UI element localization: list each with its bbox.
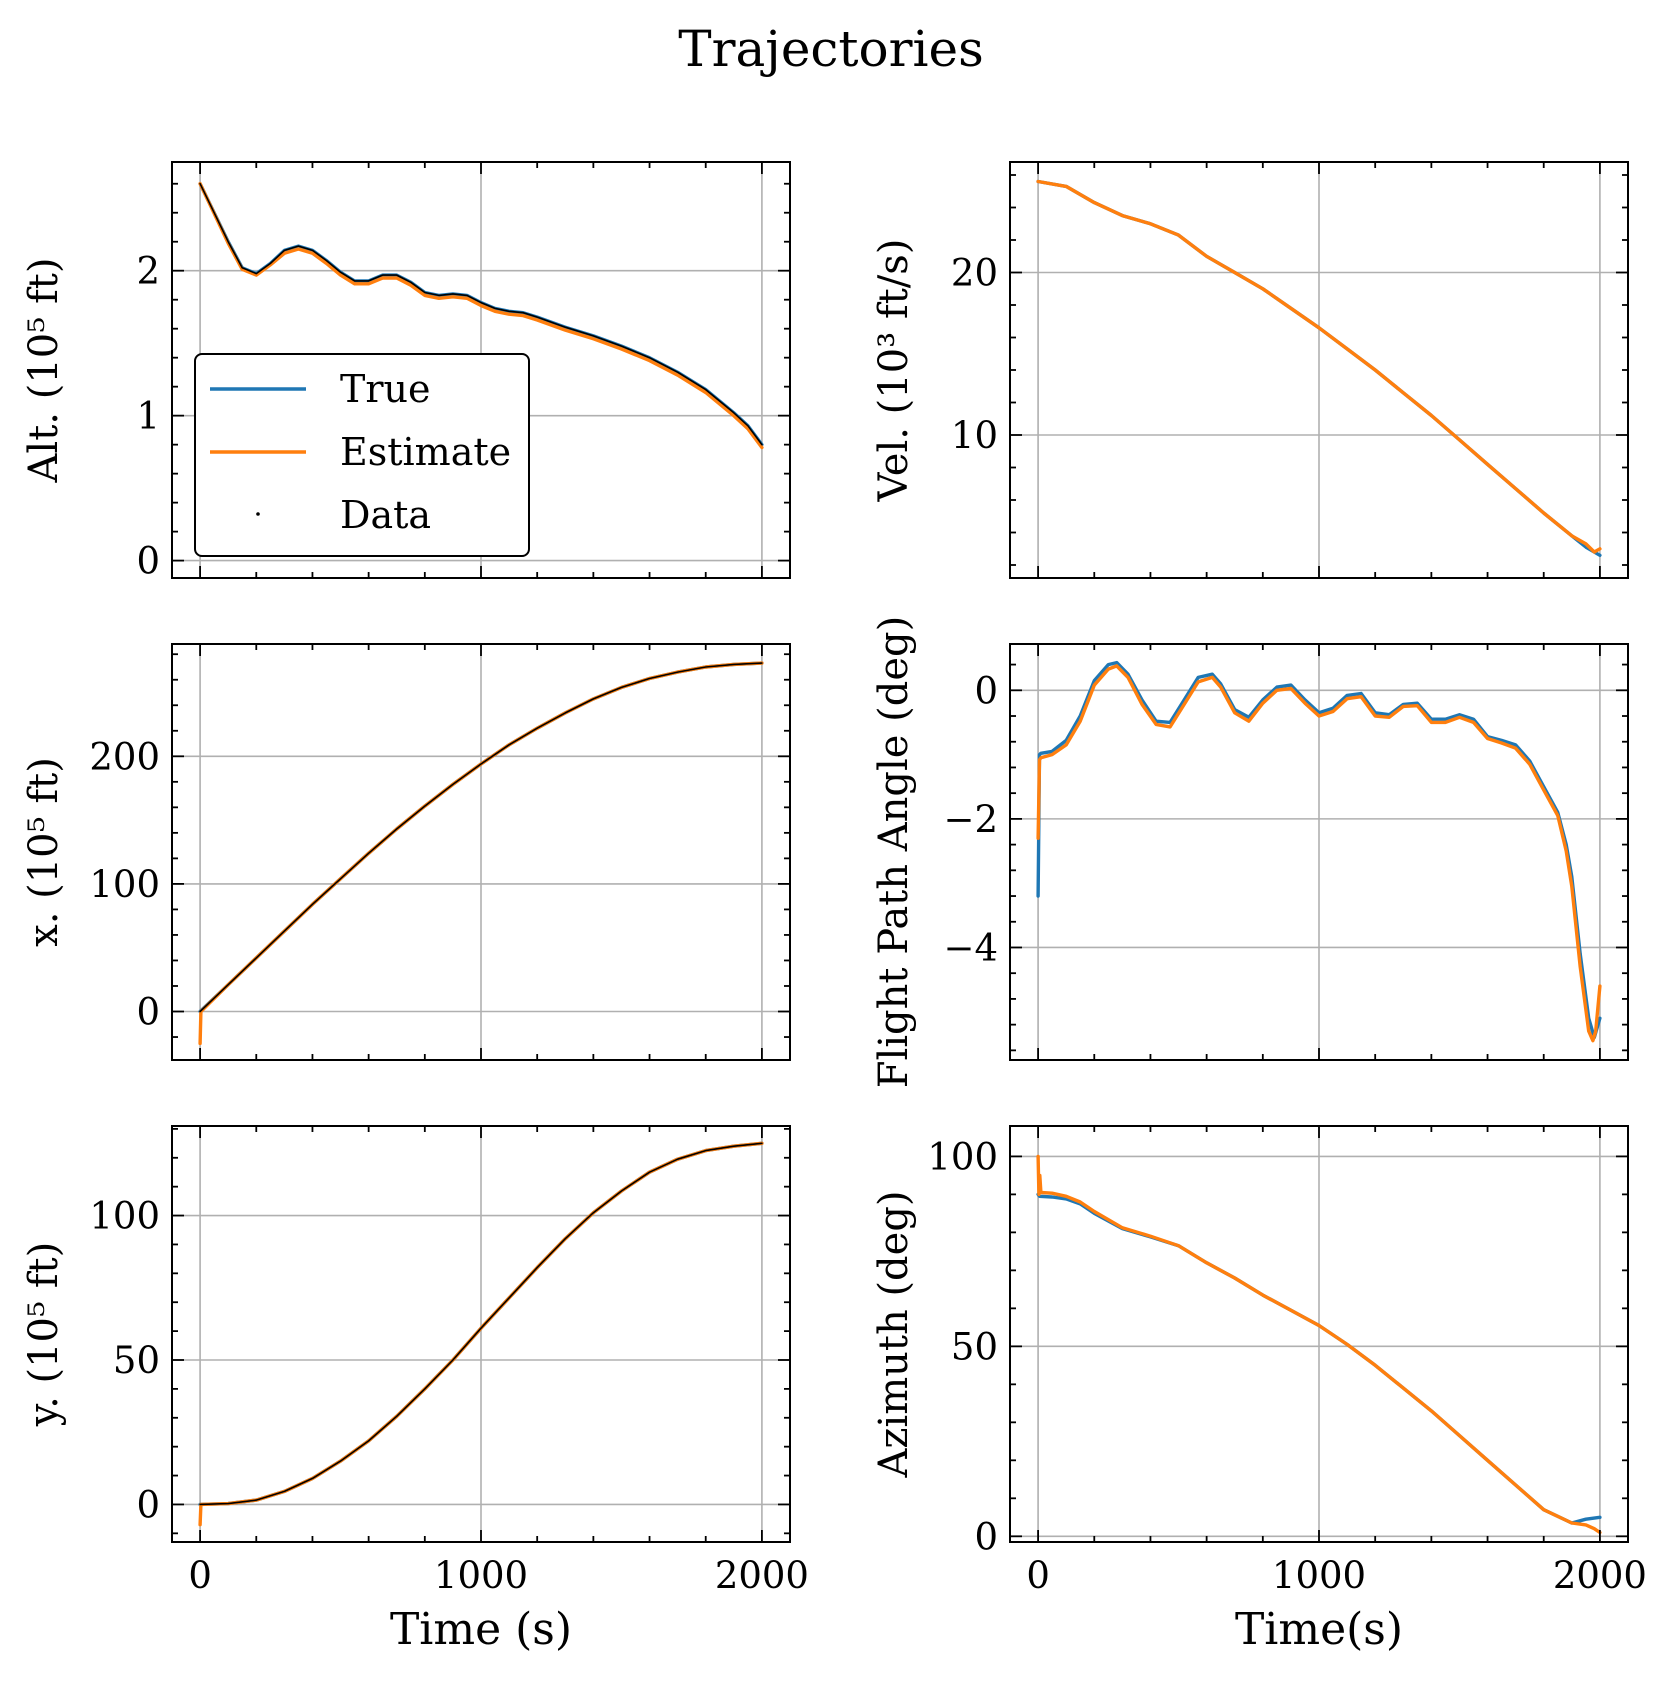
plot-area bbox=[198, 661, 764, 1046]
x-tick-label: 2000 bbox=[715, 1554, 809, 1597]
x-tick-label: 0 bbox=[1026, 1554, 1050, 1597]
panel-x-position: 0 100 200 x. (10⁵ ft) bbox=[21, 643, 791, 1061]
y-tick-label: 0 bbox=[136, 540, 160, 583]
legend-data-label: Data bbox=[340, 493, 431, 537]
y-tick-label: 200 bbox=[89, 735, 160, 778]
x-axis-label: Time(s) bbox=[1235, 1604, 1403, 1655]
y-tick-label: 0 bbox=[136, 991, 160, 1034]
plot-area bbox=[198, 1141, 764, 1527]
y-tick-label: 20 bbox=[951, 252, 998, 295]
y-tick-label: 10 bbox=[951, 414, 998, 457]
y-tick-label: 100 bbox=[89, 1195, 160, 1238]
legend-data-marker bbox=[256, 512, 260, 516]
legend-frame bbox=[194, 353, 530, 557]
y-tick-label: 100 bbox=[927, 1135, 998, 1178]
x-tick-label: 2000 bbox=[1553, 1554, 1647, 1597]
y-axis-label: Azimuth (deg) bbox=[871, 1190, 917, 1478]
panel-flight-path-angle: −4 −2 0 Flight Path Angle (deg) bbox=[871, 616, 1629, 1089]
y-tick-label: −2 bbox=[943, 798, 998, 841]
y-axis-label: Flight Path Angle (deg) bbox=[871, 616, 917, 1089]
y-tick-label: 2 bbox=[136, 250, 160, 293]
legend: True Estimate Data bbox=[194, 353, 530, 557]
y-tick-label: 100 bbox=[89, 863, 160, 906]
y-axis-label: x. (10⁵ ft) bbox=[21, 757, 67, 947]
y-tick-label: 0 bbox=[136, 1483, 160, 1526]
x-tick-label: 1000 bbox=[1272, 1554, 1366, 1597]
y-axis-label: Alt. (10⁵ ft) bbox=[21, 258, 67, 484]
legend-true-label: True bbox=[340, 367, 430, 411]
y-tick-label: 0 bbox=[974, 1515, 998, 1558]
series-data-line bbox=[199, 182, 763, 446]
plot-area bbox=[198, 181, 764, 450]
y-axis-label: y. (10⁵ ft) bbox=[21, 1242, 67, 1427]
y-tick-label: −4 bbox=[943, 926, 998, 969]
series-estimate-line bbox=[1036, 664, 1602, 1043]
series-data-line bbox=[199, 1142, 763, 1506]
y-axis-label: Vel. (10³ ft/s) bbox=[871, 239, 917, 503]
x-tick-label: 0 bbox=[188, 1554, 212, 1597]
legend-estimate-label: Estimate bbox=[340, 430, 511, 474]
panel-velocity: 10 20 Vel. (10³ ft/s) bbox=[871, 161, 1629, 579]
series-estimate-line bbox=[198, 181, 764, 450]
y-tick-label: 50 bbox=[951, 1325, 998, 1368]
plot-area bbox=[1036, 660, 1602, 1043]
x-axis-label: Time (s) bbox=[390, 1604, 572, 1655]
series-data-line bbox=[199, 662, 763, 1013]
figure-title: Trajectories bbox=[678, 20, 984, 78]
plot-area bbox=[1036, 1154, 1602, 1535]
y-tick-label: 1 bbox=[136, 395, 160, 438]
y-tick-label: 0 bbox=[974, 669, 998, 712]
series-estimate-line bbox=[1036, 179, 1602, 554]
x-tick-label: 1000 bbox=[434, 1554, 528, 1597]
plot-area bbox=[1036, 179, 1602, 557]
series-estimate-line bbox=[1036, 1154, 1602, 1535]
y-tick-label: 50 bbox=[113, 1339, 160, 1382]
